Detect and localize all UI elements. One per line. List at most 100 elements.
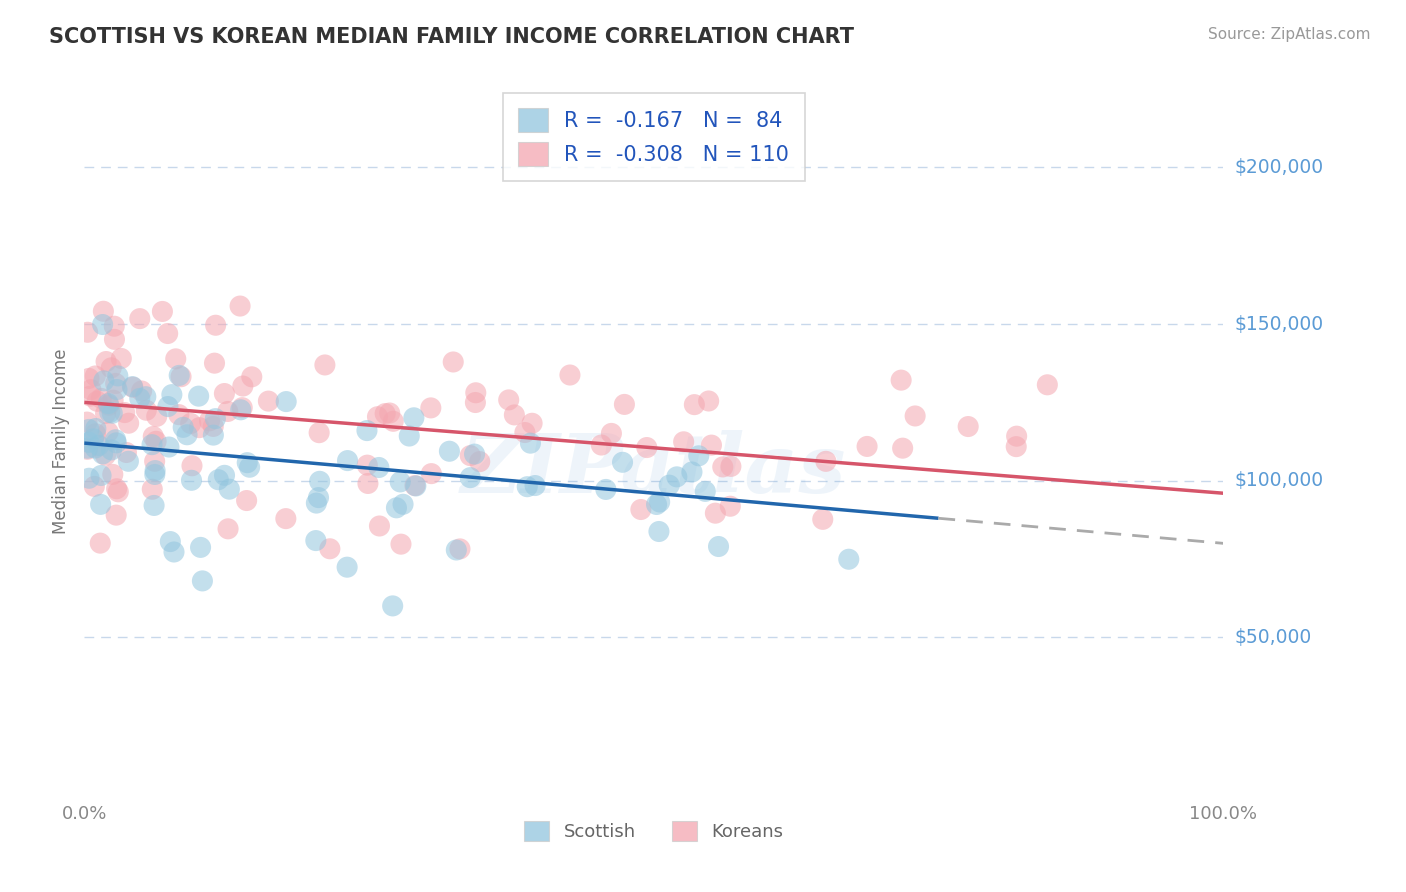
Point — [145, 409, 167, 424]
Point — [389, 537, 412, 551]
Point — [94, 354, 117, 368]
Point — [1005, 440, 1028, 454]
Point — [84, 426, 107, 441]
Point — [204, 318, 226, 333]
Point — [314, 358, 336, 372]
Point — [356, 424, 378, 438]
Point — [957, 419, 980, 434]
Point — [107, 368, 129, 383]
Point — [100, 442, 122, 457]
Point — [176, 427, 198, 442]
Point — [357, 476, 380, 491]
Point — [94, 407, 117, 421]
Point — [90, 392, 112, 406]
Point — [167, 408, 190, 422]
Point — [97, 396, 120, 410]
Text: $200,000: $200,000 — [1234, 158, 1323, 177]
Point — [711, 459, 734, 474]
Point — [165, 351, 187, 366]
Point — [232, 379, 254, 393]
Point — [356, 458, 378, 472]
Point — [93, 304, 115, 318]
Point — [105, 482, 128, 496]
Point — [107, 484, 129, 499]
Point — [446, 543, 468, 558]
Point — [77, 435, 100, 450]
Point — [700, 438, 723, 452]
Point — [191, 574, 214, 588]
Point — [104, 433, 127, 447]
Point — [89, 536, 111, 550]
Point — [214, 468, 236, 483]
Point — [103, 319, 125, 334]
Point — [163, 545, 186, 559]
Point — [720, 459, 742, 474]
Point — [105, 383, 128, 397]
Point — [181, 458, 204, 473]
Point — [814, 454, 837, 468]
Point — [449, 541, 471, 556]
Point — [121, 379, 143, 393]
Point — [231, 401, 253, 415]
Point — [612, 455, 634, 469]
Point — [683, 398, 706, 412]
Point — [87, 438, 110, 452]
Point — [229, 299, 252, 313]
Point — [236, 456, 259, 470]
Point — [76, 326, 98, 340]
Point — [404, 478, 426, 492]
Point — [392, 497, 415, 511]
Point — [704, 506, 727, 520]
Point — [202, 428, 225, 442]
Point — [117, 416, 139, 430]
Point — [141, 482, 163, 496]
Point — [135, 403, 157, 417]
Point — [276, 394, 298, 409]
Point — [308, 491, 330, 505]
Point — [389, 475, 412, 489]
Point — [591, 438, 613, 452]
Point — [121, 380, 143, 394]
Point — [77, 371, 100, 385]
Point — [204, 411, 226, 425]
Text: $50,000: $50,000 — [1234, 628, 1312, 647]
Point — [904, 409, 927, 423]
Point — [636, 441, 658, 455]
Point — [367, 460, 389, 475]
Point — [187, 389, 209, 403]
Point — [229, 402, 252, 417]
Point — [648, 524, 671, 539]
Point — [135, 390, 157, 404]
Point — [707, 540, 730, 554]
Point — [105, 435, 128, 450]
Point — [1005, 429, 1028, 443]
Point — [381, 599, 404, 613]
Point — [198, 414, 221, 428]
Point — [143, 454, 166, 468]
Point — [101, 393, 124, 408]
Point — [204, 356, 226, 370]
Point — [141, 437, 163, 451]
Point — [257, 394, 280, 409]
Point — [207, 473, 229, 487]
Point — [374, 407, 396, 421]
Point — [890, 373, 912, 387]
Point — [131, 384, 153, 398]
Point — [385, 500, 408, 515]
Point — [115, 445, 138, 459]
Point — [105, 508, 128, 523]
Point — [84, 421, 107, 435]
Point — [516, 480, 538, 494]
Point — [79, 389, 101, 403]
Point — [167, 368, 190, 383]
Point — [217, 522, 239, 536]
Point — [145, 434, 167, 449]
Point — [645, 498, 668, 512]
Point — [114, 406, 136, 420]
Point — [558, 368, 581, 382]
Point — [180, 473, 202, 487]
Point — [103, 332, 125, 346]
Point — [101, 406, 124, 420]
Point — [319, 541, 342, 556]
Point — [76, 415, 98, 429]
